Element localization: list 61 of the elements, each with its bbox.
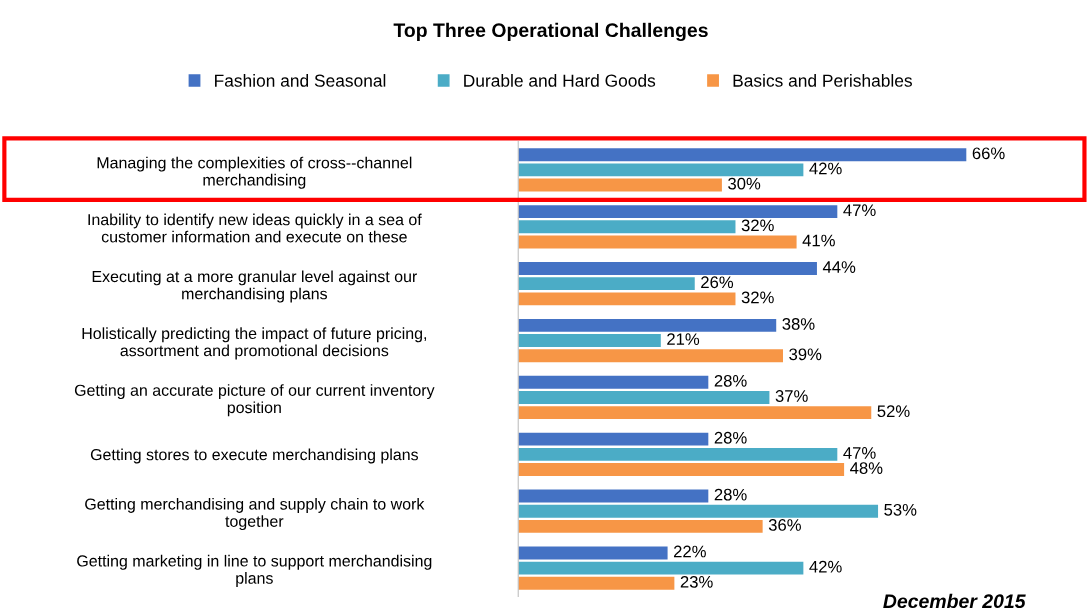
bar — [518, 349, 784, 363]
bar — [518, 375, 709, 389]
data-label: 37% — [775, 390, 808, 402]
data-label: 39% — [789, 348, 822, 361]
annotation: December 2015 — [883, 593, 1026, 609]
data-label: 26% — [701, 276, 734, 289]
bar — [518, 406, 872, 420]
data-label: 30% — [728, 177, 761, 190]
bar — [518, 447, 838, 461]
bar — [518, 163, 804, 177]
data-label: 47% — [843, 204, 876, 217]
bar — [518, 561, 804, 575]
legend-label: Durable and Hard Goods — [464, 74, 656, 87]
bar — [518, 432, 709, 446]
data-label: 32% — [741, 291, 774, 304]
bar — [518, 463, 845, 476]
y-tick-label: Getting stores to execute merchandising plans — [90, 448, 419, 464]
y-tick-label: Getting merchandising and supply chain to work together — [85, 497, 425, 531]
data-label: 22% — [673, 545, 706, 558]
bar — [518, 220, 736, 234]
bar — [518, 504, 879, 518]
data-label: 52% — [877, 405, 910, 418]
y-tick-label: Getting marketing in line to support merchandising plans — [77, 554, 432, 587]
data-label: 44% — [822, 261, 856, 273]
y-tick-label: Holistically predicting the impact of future pricing, assortment and promotional decisions — [82, 327, 427, 360]
bar — [518, 576, 675, 590]
bar — [518, 546, 668, 560]
data-label: 32% — [741, 219, 774, 232]
data-label: 47% — [843, 447, 876, 459]
bar — [518, 519, 763, 533]
data-label: 42% — [809, 560, 842, 573]
data-label: 48% — [850, 462, 883, 474]
legend-label: Fashion and Seasonal — [215, 74, 386, 87]
data-label: 28% — [714, 374, 747, 387]
data-label: 21% — [667, 333, 700, 345]
data-label: 66% — [972, 147, 1005, 160]
bar — [518, 292, 736, 306]
data-label: 28% — [714, 431, 747, 444]
y-tick-label: Getting an accurate picture of our current inventory position — [74, 384, 435, 417]
bar — [518, 277, 695, 291]
data-label: 53% — [884, 503, 917, 516]
y-tick-label: Managing the complexities of cross--channel merchandising — [97, 156, 412, 189]
bar — [518, 262, 817, 275]
bar — [518, 391, 770, 404]
y-tick-label: Executing at a more granular level against our merchandising plans — [92, 270, 417, 303]
data-label: 23% — [680, 575, 713, 588]
bar — [518, 178, 722, 192]
legend-label: Basics and Perishables — [733, 74, 912, 87]
bar — [518, 334, 661, 347]
chart-title: Top Three Operational Challenges — [393, 22, 708, 42]
data-label: 28% — [714, 488, 747, 501]
data-label: 36% — [768, 519, 801, 531]
bar — [518, 235, 797, 249]
bar — [518, 318, 777, 332]
data-label: 42% — [809, 162, 842, 175]
bar — [518, 489, 709, 503]
data-label: 38% — [782, 318, 815, 330]
bar — [518, 148, 967, 162]
data-label: 41% — [802, 234, 835, 247]
bar — [518, 205, 838, 219]
y-tick-label: Inability to identify new ideas quickly in a sea of customer information and execute on these — [88, 213, 422, 243]
